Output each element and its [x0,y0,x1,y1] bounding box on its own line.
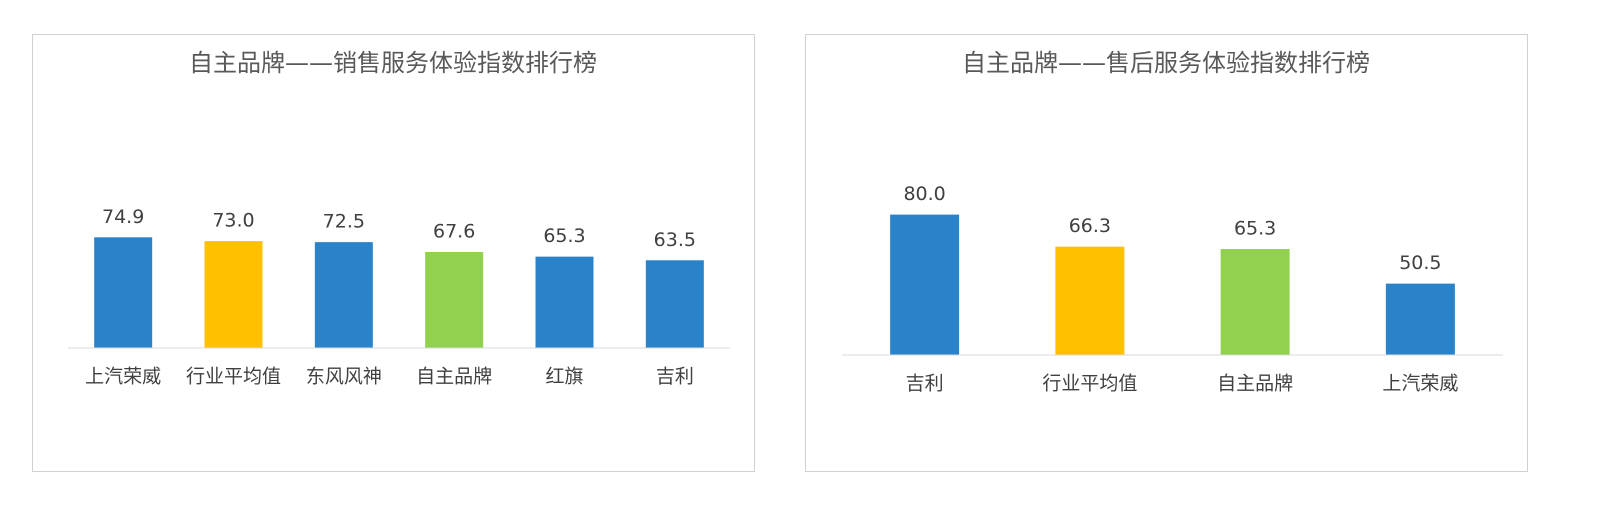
category-label: 上汽荣威 [85,366,161,388]
bar [1385,283,1455,355]
chart-frame [32,34,755,472]
bar [645,260,704,348]
bar [425,252,484,348]
category-label: 自主品牌 [1217,373,1293,395]
category-label: 红旗 [545,366,583,388]
value-label: 65.3 [543,225,585,247]
value-label: 80.0 [903,183,945,205]
value-label: 66.3 [1069,215,1111,237]
category-label: 行业平均值 [1042,373,1137,395]
bar [890,214,960,355]
category-label: 自主品牌 [416,366,492,388]
category-label: 东风风神 [306,366,382,388]
bar [1055,246,1125,355]
value-label: 67.6 [433,221,475,243]
bar [314,242,373,348]
value-label: 72.5 [323,211,365,233]
category-label: 上汽荣威 [1382,373,1458,395]
bar [204,241,263,348]
value-label: 63.5 [654,229,696,251]
category-label: 行业平均值 [186,366,281,388]
bar [535,256,594,348]
chart-title: 自主品牌——销售服务体验指数排行榜 [189,49,597,77]
bar [1220,248,1290,355]
value-label: 65.3 [1234,217,1276,239]
value-label: 73.0 [212,210,254,232]
category-label: 吉利 [656,366,694,388]
chart-title: 自主品牌——售后服务体验指数排行榜 [962,49,1370,77]
value-label: 50.5 [1399,252,1441,274]
value-label: 74.9 [102,206,144,228]
category-label: 吉利 [906,373,944,395]
bar [94,237,153,348]
